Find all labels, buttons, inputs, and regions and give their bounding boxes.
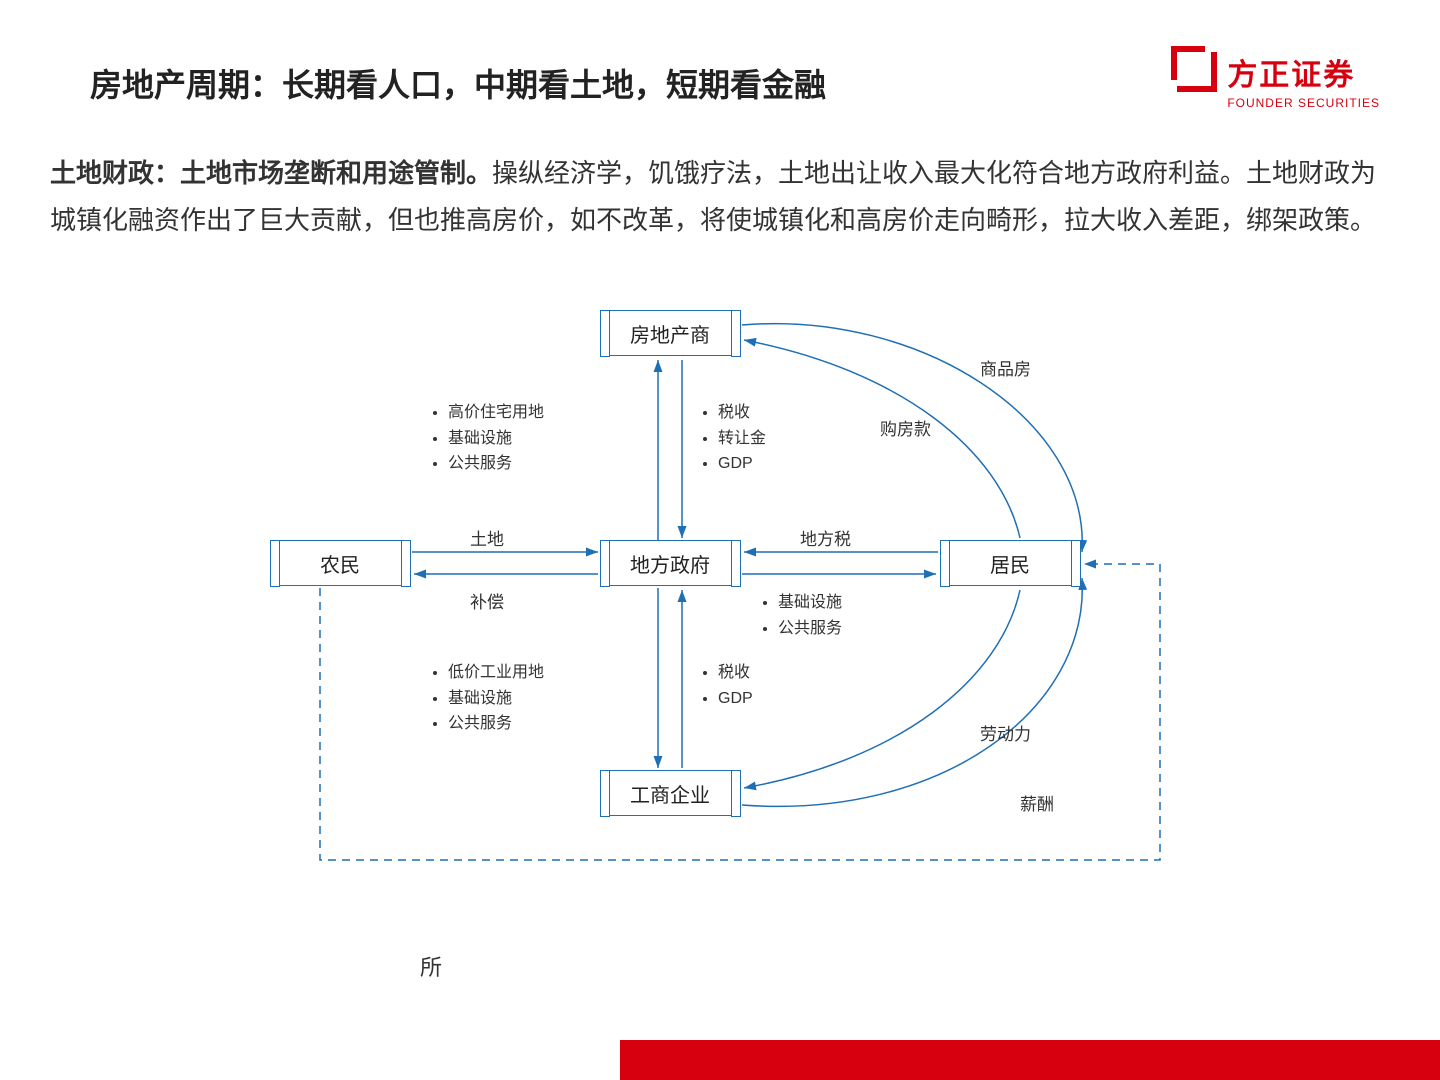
node-gov: 地方政府 xyxy=(600,540,740,586)
body-bold: 土地财政：土地市场垄断和用途管制。 xyxy=(50,158,492,188)
page-title: 房地产周期：长期看人口，中期看土地，短期看金融 xyxy=(90,60,826,106)
list-item: GDP xyxy=(718,686,753,712)
label-pay: 购房款 xyxy=(880,415,931,440)
list-item: 基础设施 xyxy=(448,686,544,712)
label-land: 土地 xyxy=(470,525,504,550)
node-farmer: 农民 xyxy=(270,540,410,586)
list-item: 公共服务 xyxy=(448,711,544,737)
bullets-mr: 基础设施 公共服务 xyxy=(760,590,842,641)
node-farmer-label: 农民 xyxy=(320,549,360,578)
list-item: 公共服务 xyxy=(778,616,842,642)
label-labor: 劳动力 xyxy=(980,720,1031,745)
bullets-tl: 高价住宅用地 基础设施 公共服务 xyxy=(430,400,544,477)
node-enterprise-label: 工商企业 xyxy=(630,779,710,808)
bullets-br: 税收 GDP xyxy=(700,660,753,711)
body-paragraph: 土地财政：土地市场垄断和用途管制。操纵经济学，饥饿疗法，土地出让收入最大化符合地… xyxy=(50,150,1380,244)
logo-icon xyxy=(1177,52,1217,92)
list-item: 转让金 xyxy=(718,426,766,452)
list-item: GDP xyxy=(718,451,766,477)
footer-bar xyxy=(620,1040,1440,1080)
label-ltax: 地方税 xyxy=(800,525,851,550)
list-item: 公共服务 xyxy=(448,451,544,477)
label-goods: 商品房 xyxy=(980,355,1031,380)
list-item: 基础设施 xyxy=(778,590,842,616)
list-item: 税收 xyxy=(718,400,766,426)
label-salary: 薪酬 xyxy=(1020,790,1054,815)
list-item: 高价住宅用地 xyxy=(448,400,544,426)
node-developer-label: 房地产商 xyxy=(630,319,710,348)
logo: 方正证券 FOUNDER SECURITIES xyxy=(1177,50,1380,110)
bullets-tr: 税收 转让金 GDP xyxy=(700,400,766,477)
list-item: 税收 xyxy=(718,660,753,686)
flow-diagram: 房地产商 农民 地方政府 居民 工商企业 高价住宅用地 基础设施 公共服务 税收… xyxy=(260,300,1260,940)
caption: 所 xyxy=(420,950,442,982)
node-enterprise: 工商企业 xyxy=(600,770,740,816)
node-resident: 居民 xyxy=(940,540,1080,586)
bullets-bl: 低价工业用地 基础设施 公共服务 xyxy=(430,660,544,737)
node-gov-label: 地方政府 xyxy=(630,549,710,578)
logo-text-en: FOUNDER SECURITIES xyxy=(1227,96,1380,110)
list-item: 低价工业用地 xyxy=(448,660,544,686)
logo-text-cn: 方正证券 xyxy=(1227,50,1355,94)
label-comp: 补偿 xyxy=(470,588,504,613)
node-developer: 房地产商 xyxy=(600,310,740,356)
list-item: 基础设施 xyxy=(448,426,544,452)
node-resident-label: 居民 xyxy=(990,549,1030,578)
